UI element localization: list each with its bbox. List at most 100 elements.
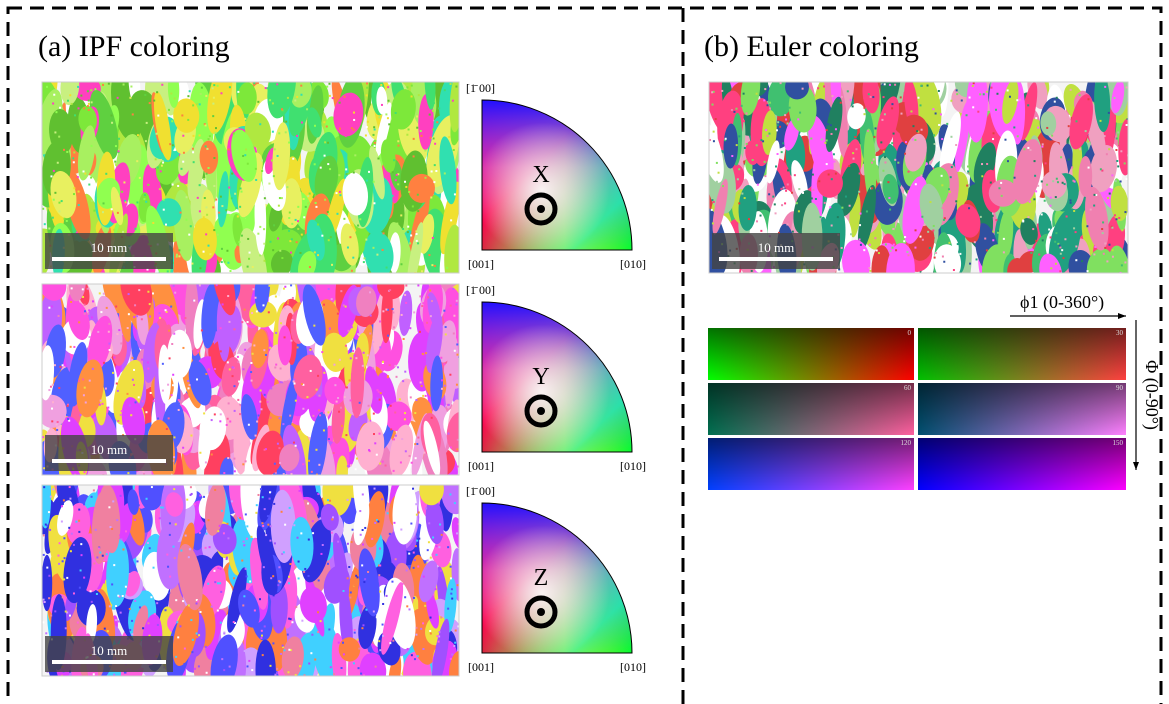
speckle (927, 231, 929, 233)
speckle (88, 103, 90, 105)
speckle (406, 86, 408, 88)
phi1-label: ϕ1 (0-360°) (1020, 292, 1104, 313)
speckle (941, 138, 943, 140)
speckle (89, 380, 91, 382)
speckle (122, 595, 124, 597)
speckle (247, 163, 249, 165)
speckle (103, 362, 105, 364)
speckle (342, 642, 344, 644)
speckle (850, 99, 852, 101)
speckle (237, 399, 239, 401)
speckle (147, 291, 149, 293)
speckle (345, 306, 347, 308)
speckle (125, 520, 127, 522)
speckle (1070, 202, 1072, 204)
speckle (365, 609, 367, 611)
speckle (352, 350, 354, 352)
scale-bar-label: 10 mm (91, 442, 127, 457)
speckle (180, 550, 182, 552)
speckle (866, 113, 868, 115)
speckle (84, 387, 86, 389)
speckle (73, 592, 75, 594)
speckle (237, 91, 239, 93)
speckle (411, 654, 413, 656)
speckle (443, 363, 445, 365)
speckle (175, 656, 177, 658)
speckle (338, 411, 340, 413)
speckle (137, 560, 139, 562)
speckle (445, 333, 447, 335)
speckle (128, 293, 130, 295)
speckle (831, 225, 833, 227)
axis-letter: X (532, 162, 549, 188)
speckle (1079, 94, 1081, 96)
speckle (921, 175, 923, 177)
speckle (220, 196, 222, 198)
speckle (134, 228, 136, 230)
speckle (245, 568, 247, 570)
speckle (456, 445, 458, 447)
speckle (1001, 195, 1003, 197)
speckle (228, 187, 230, 189)
speckle (833, 161, 835, 163)
speckle (713, 131, 715, 133)
speckle (340, 290, 342, 292)
speckle (354, 632, 356, 634)
speckle (133, 369, 135, 371)
speckle (1071, 166, 1073, 168)
speckle (1032, 228, 1034, 230)
speckle (1072, 180, 1074, 182)
speckle (711, 91, 713, 93)
speckle (414, 559, 416, 561)
speckle (51, 408, 53, 410)
speckle (858, 118, 860, 120)
speckle (318, 464, 320, 466)
speckle (777, 153, 779, 155)
speckle (1069, 199, 1071, 201)
speckle (104, 628, 106, 630)
speckle (451, 598, 453, 600)
speckle (117, 97, 119, 99)
speckle (290, 252, 292, 254)
speckle (186, 499, 188, 501)
speckle (327, 411, 329, 413)
speckle (232, 366, 234, 368)
speckle (176, 254, 178, 256)
speckle (811, 197, 813, 199)
speckle (109, 526, 111, 528)
speckle (852, 105, 854, 107)
speckle (385, 113, 387, 115)
speckle (244, 309, 246, 311)
speckle (242, 155, 244, 157)
speckle (92, 368, 94, 370)
speckle (178, 255, 180, 257)
speckle (187, 119, 189, 121)
speckle (221, 248, 223, 250)
speckle (307, 503, 309, 505)
speckle (1120, 180, 1122, 182)
speckle (181, 114, 183, 116)
speckle (44, 223, 46, 225)
speckle (88, 109, 90, 111)
speckle (900, 113, 902, 115)
speckle (379, 346, 381, 348)
speckle (417, 210, 419, 212)
speckle (318, 395, 320, 397)
speckle (217, 530, 219, 532)
speckle (1075, 259, 1077, 261)
speckle (419, 331, 421, 333)
speckle (408, 443, 410, 445)
speckle (168, 592, 170, 594)
speckle (966, 185, 968, 187)
speckle (876, 249, 878, 251)
speckle (129, 608, 131, 610)
speckle (421, 385, 423, 387)
speckle (143, 198, 145, 200)
speckle (927, 85, 929, 87)
speckle (438, 107, 440, 109)
speckle (273, 224, 275, 226)
speckle (393, 326, 395, 328)
speckle (80, 414, 82, 416)
speckle (367, 121, 369, 123)
speckle (884, 113, 886, 115)
